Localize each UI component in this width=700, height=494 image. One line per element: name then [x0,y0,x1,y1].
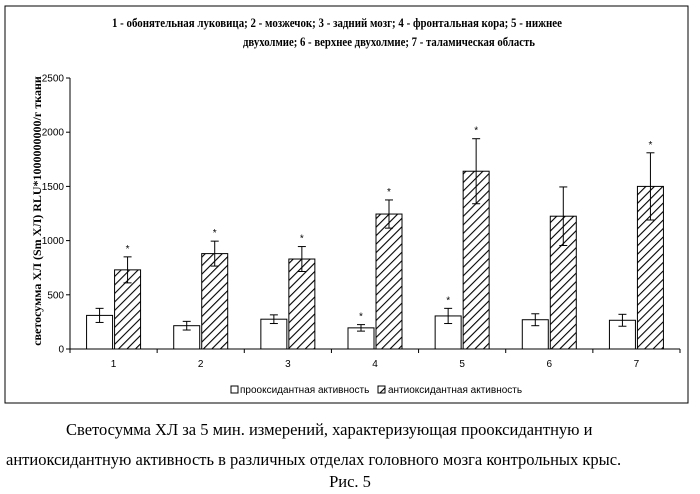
significance-marker: * [213,228,217,239]
y-tick-label: 2500 [42,74,65,85]
x-tick-label: 6 [547,359,553,370]
figure-caption-line-1: Светосумма ХЛ за 5 мин. измерений, харак… [66,420,593,439]
bars: * * * * * * * * [86,126,664,350]
axes [66,77,681,353]
y-axis-label: светосумма ХЛ (Sm ХЛ) RLU*1000000000/г т… [30,76,44,346]
significance-marker: * [648,140,652,151]
y-tick-label: 1000 [42,236,65,247]
y-tick-label: 0 [58,345,64,356]
bar-antioxidant-2 [201,253,229,350]
chart-frame [4,5,689,404]
legend-swatch-prooxidant [230,385,239,394]
significance-marker: * [300,234,304,245]
bar-antioxidant-4 [375,213,403,350]
x-tick-label: 5 [459,359,465,370]
tick-labels: 0 500 1000 1500 2000 2500 1 2 3 4 5 6 7 [42,74,640,371]
x-tick-label: 3 [285,359,291,370]
significance-marker: * [126,244,130,255]
x-tick-label: 1 [111,359,117,370]
bar-antioxidant-3 [288,258,316,350]
y-tick-label: 1500 [42,182,65,193]
figure-label: Рис. 5 [329,472,371,491]
figure-caption-line-2: антиоксидантную активность в различных о… [6,450,622,469]
significance-marker: * [359,312,363,323]
legend: прооксидантная активность антиоксидантна… [230,385,522,396]
x-tick-label: 2 [198,359,204,370]
bar-prooxidant-3 [260,318,288,350]
significance-marker: * [446,295,450,306]
significance-marker: * [387,187,391,198]
chart-title-line-1: 1 - обонятельная луковица; 2 - мозжечок;… [112,16,562,30]
significance-marker: * [474,126,478,137]
x-tick-label: 4 [372,359,378,370]
chart-title-line-2: двухолмие; 6 - верхнее двухолмие; 7 - та… [243,35,535,49]
bar-prooxidant-7 [608,319,636,350]
legend-label-prooxidant: прооксидантная активность [240,385,369,396]
y-tick-label: 2000 [42,128,65,139]
x-tick-label: 7 [634,359,640,370]
legend-swatch-antioxidant [377,385,386,394]
y-tick-label: 500 [47,290,64,301]
legend-label-antioxidant: антиоксидантная активность [388,385,522,396]
